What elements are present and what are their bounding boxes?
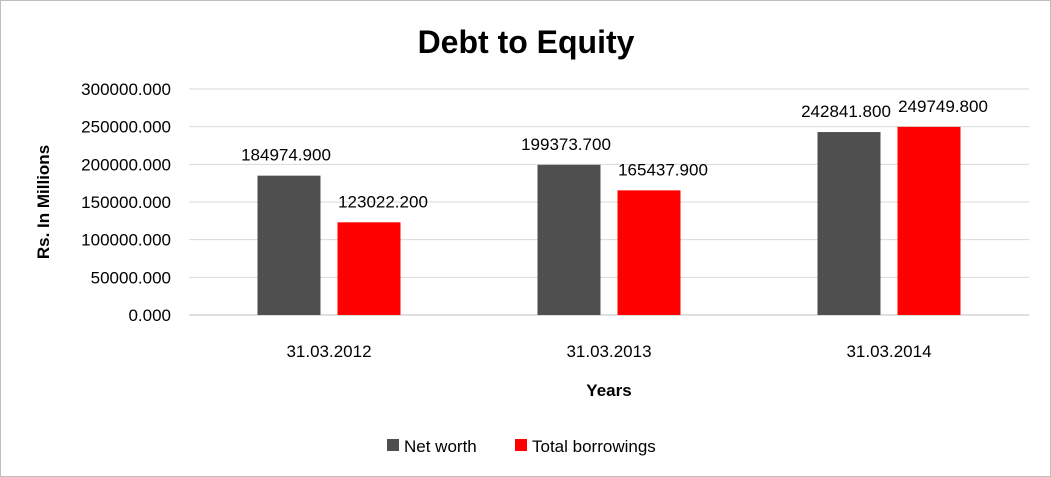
x-axis-title: Years	[586, 381, 631, 400]
x-axis-ticks: 31.03.2012 31.03.2013 31.03.2014	[286, 342, 931, 361]
y-tick-label: 100000.000	[81, 231, 171, 250]
legend-swatch	[515, 439, 527, 451]
chart-title: Debt to Equity	[418, 24, 635, 60]
data-label: 242841.800	[801, 102, 891, 121]
data-label: 123022.200	[338, 192, 428, 211]
data-labels: 184974.900 123022.200 199373.700 165437.900…	[241, 97, 988, 211]
x-tick-label: 31.03.2012	[286, 342, 371, 361]
legend-label: Total borrowings	[532, 437, 656, 456]
x-tick-label: 31.03.2013	[566, 342, 651, 361]
y-tick-label: 0.000	[128, 306, 171, 325]
bar-total-borrowings	[897, 126, 961, 315]
data-label: 165437.900	[618, 160, 708, 179]
bar-net-worth	[257, 175, 321, 315]
bar-total-borrowings	[337, 222, 401, 315]
bar-total-borrowings	[617, 190, 681, 315]
data-label: 199373.700	[521, 135, 611, 154]
y-tick-label: 300000.000	[81, 80, 171, 99]
bars	[257, 126, 961, 315]
y-axis-title: Rs. In Millions	[34, 145, 53, 259]
y-tick-label: 250000.000	[81, 118, 171, 137]
y-tick-label: 50000.000	[91, 268, 171, 287]
y-axis-ticks: 0.000 50000.000 100000.000 150000.000 200000…	[81, 80, 171, 325]
x-tick-label: 31.03.2014	[846, 342, 931, 361]
legend: Net worth Total borrowings	[387, 437, 656, 456]
y-tick-label: 200000.000	[81, 155, 171, 174]
legend-swatch	[387, 439, 399, 451]
bar-net-worth	[817, 132, 881, 315]
y-tick-label: 150000.000	[81, 193, 171, 212]
gridlines	[189, 88, 1029, 316]
bar-net-worth	[537, 164, 601, 315]
legend-label: Net worth	[404, 437, 477, 456]
data-label: 184974.900	[241, 146, 331, 165]
data-label: 249749.800	[898, 97, 988, 116]
